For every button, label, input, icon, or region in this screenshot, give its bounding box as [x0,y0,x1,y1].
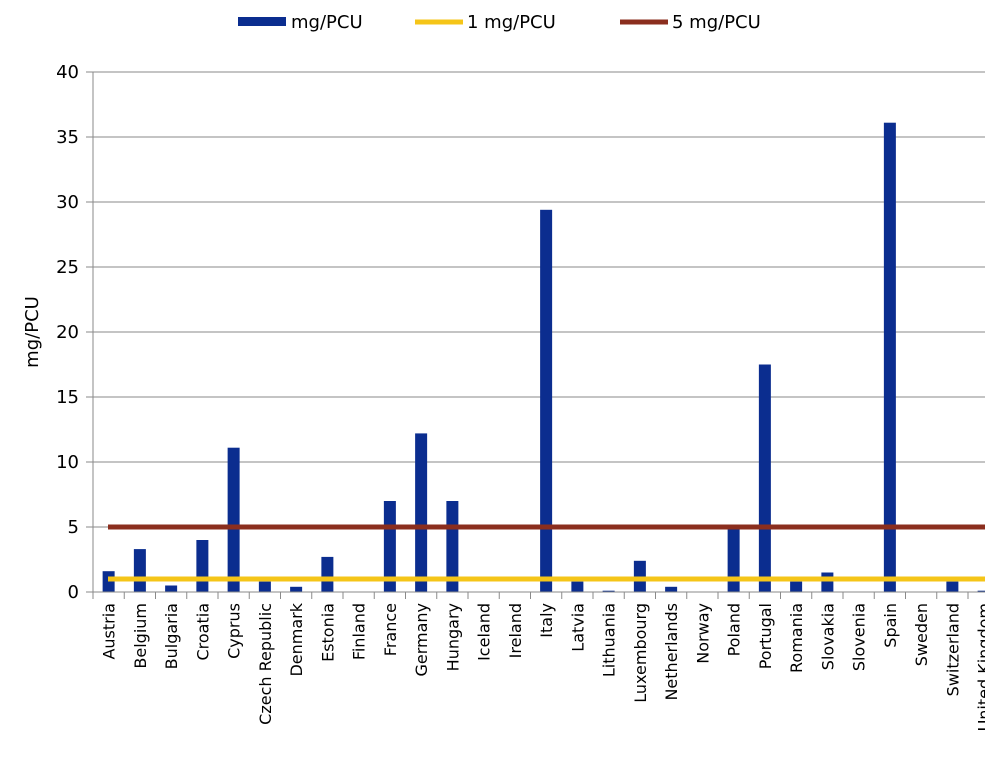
bar [727,527,740,592]
bar [821,572,834,592]
category-label: Italy [537,603,556,638]
bar [602,590,615,592]
y-tick-label: 20 [56,322,79,343]
category-label: Belgium [131,603,150,669]
bar [227,447,240,592]
legend-label: 5 mg/PCU [672,12,761,33]
category-label: Slovenia [850,603,869,671]
y-tick-label: 0 [68,582,79,603]
y-tick-label: 25 [56,257,79,278]
category-label: Denmark [287,602,306,676]
category-label: Slovakia [818,603,837,670]
category-label: Germany [412,603,431,677]
category-label: Estonia [318,603,337,662]
bar [258,581,271,592]
y-tick-label: 40 [56,62,79,83]
category-label: Spain [881,603,900,648]
bar [196,540,209,592]
category-label: Luxembourg [631,603,650,703]
legend-label: 1 mg/PCU [467,12,556,33]
category-label: Sweden [912,603,931,666]
category-label: Poland [725,603,744,656]
category-label: Romania [787,603,806,673]
y-axis-title: mg/PCU [22,296,43,368]
bars [102,122,985,593]
category-label: Austria [100,603,119,660]
category-label: Norway [693,603,712,664]
category-labels: Austria Belgium Bulgaria Croatia Cyprus Czech… [100,602,985,731]
category-label: United Kingdom [975,603,985,731]
legend-label: mg/PCU [291,12,363,33]
bar [946,581,959,592]
reference-lines [108,524,985,582]
bar [633,560,646,592]
y-tick-label: 5 [68,517,79,538]
category-label: Croatia [193,603,212,661]
bar [446,501,459,592]
bar [790,581,803,592]
bar [883,122,896,592]
category-label: Finland [350,603,369,660]
axes [92,72,985,599]
category-label: Latvia [568,603,587,652]
y-axis-ticks: 0 5 10 15 20 25 30 35 40 [56,62,93,603]
bar [415,433,428,592]
bar [571,581,584,592]
bar [540,209,553,593]
category-label: Lithuania [600,603,619,677]
y-tick-label: 35 [56,127,79,148]
bar [758,364,771,592]
category-label: Portugal [756,603,775,669]
y-tick-label: 30 [56,192,79,213]
category-label: Hungary [443,603,462,671]
category-label: Iceland [475,603,494,661]
category-label: Switzerland [943,603,962,696]
bar [665,586,678,592]
gridlines [93,71,985,528]
y-tick-label: 15 [56,387,79,408]
bar [165,585,178,592]
bar [383,501,396,592]
bar [290,586,303,592]
category-label: Cyprus [225,603,244,659]
category-label: Czech Republic [256,603,275,725]
bar [102,571,115,592]
legend-swatch [238,17,286,26]
bar [321,556,334,592]
bar [977,590,985,592]
category-label: France [381,603,400,656]
bar [133,549,146,592]
legend: mg/PCU 1 mg/PCU 5 mg/PCU [238,12,761,33]
category-label: Bulgaria [162,603,181,669]
category-label: Ireland [506,603,525,658]
y-tick-label: 10 [56,452,79,473]
category-label: Netherlands [662,603,681,701]
